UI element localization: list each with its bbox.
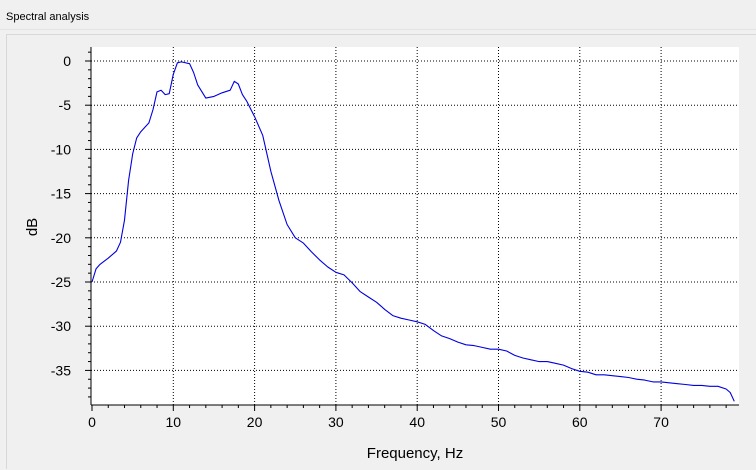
y-axis-title: dB	[24, 218, 41, 236]
series-layer	[91, 61, 735, 402]
y-tick-label: -25	[51, 274, 71, 290]
y-tick-label: -10	[51, 141, 71, 157]
x-tick-label: 10	[166, 414, 182, 430]
x-tick-label: 0	[88, 414, 96, 430]
x-tick-label: 60	[572, 414, 588, 430]
y-tick-label: -20	[51, 230, 71, 246]
x-tick-label: 40	[409, 414, 425, 430]
window-title: Spectral analysis	[6, 11, 90, 23]
x-tick-label: 70	[653, 414, 669, 430]
x-tick-label: 50	[491, 414, 507, 430]
y-tick-label: 0	[63, 53, 71, 69]
y-axis: 0 -5 -10 -15 -20 -25 -30 -35	[51, 47, 92, 405]
title-bar: Spectral analysis	[0, 0, 756, 30]
x-axis-title: Frequency, Hz	[367, 445, 463, 462]
spectrum-line	[91, 61, 735, 402]
x-tick-label: 20	[247, 414, 263, 430]
plot-area	[91, 47, 739, 405]
spectrum-chart: 0 10 20 30 40 50 60 70 0 -5 -10 -15 -20 -25 -30 -35 Fr…	[24, 47, 739, 462]
y-tick-label: -30	[51, 318, 71, 334]
x-axis: 0 10 20 30 40 50 60 70	[88, 404, 739, 430]
grid-lines	[91, 47, 739, 405]
y-tick-label: -5	[59, 97, 72, 113]
y-tick-label: -35	[51, 362, 71, 378]
chart-panel: 0 10 20 30 40 50 60 70 0 -5 -10 -15 -20 -25 -30 -35 Fr…	[6, 34, 756, 469]
y-tick-label: -15	[51, 186, 71, 202]
x-tick-label: 30	[328, 414, 344, 430]
